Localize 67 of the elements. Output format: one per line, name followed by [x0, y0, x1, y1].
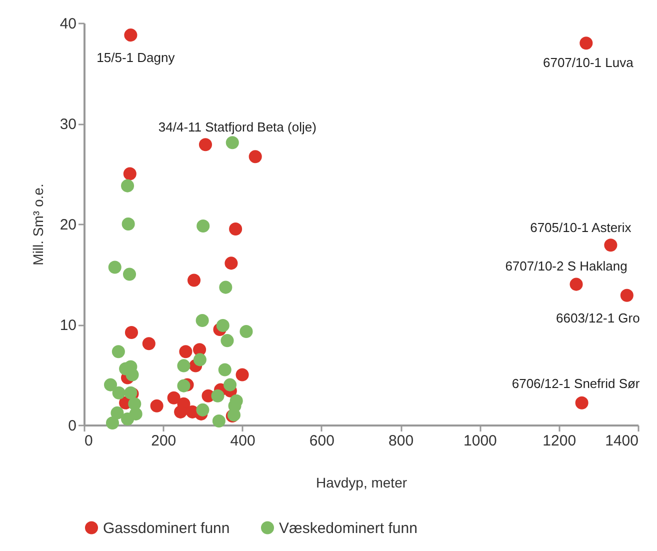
point: [177, 379, 190, 392]
point: [124, 326, 138, 340]
x-tick-label: 1000: [464, 432, 497, 450]
y-tick-label: 30: [60, 116, 76, 133]
point: [121, 179, 134, 192]
annotation: 6707/10-2 S Haklang: [505, 258, 628, 274]
point: [219, 280, 232, 294]
point: [220, 334, 234, 348]
point: [177, 359, 190, 372]
point: [229, 222, 242, 236]
x-tick-label: 0: [84, 432, 93, 450]
x-tick-label: 800: [388, 432, 414, 450]
x-tick-label: 600: [309, 432, 334, 450]
point: [123, 167, 136, 180]
point: [193, 353, 206, 366]
point: [236, 368, 249, 382]
point: [122, 217, 135, 231]
point: [104, 378, 118, 392]
point: [112, 345, 125, 358]
point: [248, 150, 262, 164]
x-axis-title: Havdyp, meter: [316, 474, 408, 490]
point: [212, 414, 226, 428]
annotation: 34/4-11 Statfjord Beta (olje): [158, 120, 316, 135]
point: [575, 396, 588, 410]
point: [179, 345, 192, 358]
annotation: 6705/10-1 Asterix: [530, 220, 632, 236]
y-tick-label: 20: [60, 216, 76, 234]
point: [604, 238, 618, 252]
annotation: 6707/10-1 Luva: [542, 55, 634, 70]
point: [224, 378, 237, 392]
point: [112, 386, 126, 400]
point: [187, 274, 201, 287]
legend-label: Væskedominert funn: [279, 520, 418, 537]
point: [580, 36, 593, 50]
point: [218, 363, 232, 376]
point: [226, 136, 239, 150]
legend-label: Gassdominert funn: [103, 520, 230, 537]
point: [106, 416, 120, 430]
point: [150, 399, 164, 412]
point: [142, 337, 156, 350]
point: [121, 412, 134, 426]
x-tick-label: 1200: [542, 432, 576, 450]
point: [196, 314, 209, 327]
point: [224, 256, 238, 270]
point: [570, 278, 583, 291]
annotation: 15/5-1 Dagny: [96, 50, 176, 66]
point: [108, 260, 122, 274]
x-tick-label: 1400: [605, 432, 638, 450]
point: [167, 391, 180, 404]
x-tick-label: 200: [151, 432, 176, 450]
annotation: 6603/12-1 Gro: [556, 310, 640, 326]
x-tick-label: 400: [230, 432, 256, 450]
point: [124, 28, 138, 42]
point: [196, 220, 210, 233]
point: [620, 288, 634, 302]
point: [198, 138, 212, 152]
point: [196, 403, 210, 416]
point: [240, 325, 253, 338]
y-axis-title: Mill. Sm³ o.e.: [30, 184, 46, 266]
point: [211, 389, 224, 402]
point: [174, 405, 188, 418]
annotation: 6706/12-1 Snefrid Sør: [512, 376, 640, 391]
y-tick-label: 40: [60, 16, 76, 32]
y-tick-label: 0: [68, 418, 76, 434]
point: [216, 319, 230, 332]
point: [122, 268, 136, 281]
y-tick-label: 10: [60, 317, 76, 334]
